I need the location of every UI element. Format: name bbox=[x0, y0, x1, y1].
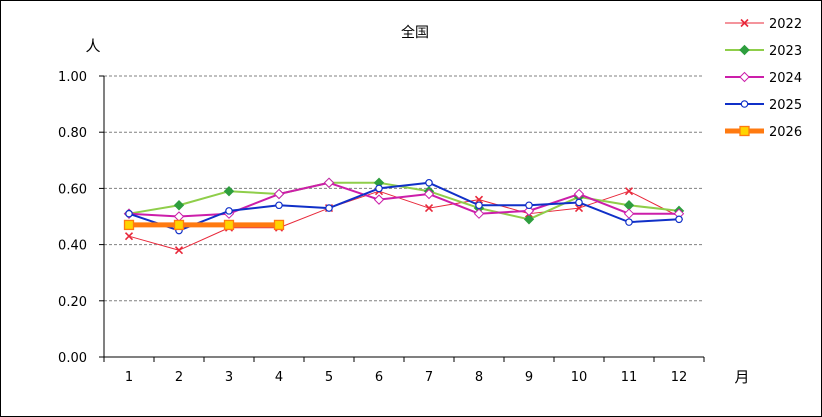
marker-stroke bbox=[740, 18, 749, 28]
data-point bbox=[740, 18, 749, 28]
data-point bbox=[739, 71, 750, 83]
x-tick-label: 11 bbox=[621, 370, 638, 385]
data-point bbox=[523, 214, 535, 225]
data-point bbox=[473, 208, 485, 219]
data-point bbox=[375, 184, 383, 193]
series-2025 bbox=[125, 178, 683, 235]
data-point bbox=[125, 209, 133, 218]
y-tick-label: 0.20 bbox=[58, 295, 87, 310]
x-tick-label: 3 bbox=[225, 370, 233, 385]
marker-stroke bbox=[424, 204, 434, 213]
y-tick-label: 0.00 bbox=[58, 351, 87, 366]
data-point bbox=[675, 215, 683, 224]
data-point bbox=[123, 219, 135, 231]
x-axis-label: 月 bbox=[734, 368, 749, 386]
data-point bbox=[624, 187, 634, 196]
marker-stroke bbox=[174, 246, 184, 255]
legend-label: 2023 bbox=[769, 44, 802, 59]
data-point bbox=[323, 177, 335, 188]
y-tick-label: 0.60 bbox=[58, 182, 87, 197]
data-point bbox=[174, 246, 184, 255]
series-line bbox=[128, 181, 680, 232]
data-point bbox=[425, 178, 433, 187]
marker-stroke bbox=[624, 187, 634, 196]
x-tick-label: 6 bbox=[375, 370, 383, 385]
data-point bbox=[275, 201, 283, 210]
data-point bbox=[223, 186, 235, 197]
data-point bbox=[423, 188, 435, 200]
x-tick-label: 8 bbox=[475, 370, 483, 385]
data-point bbox=[273, 188, 285, 200]
data-point bbox=[575, 198, 583, 207]
x-tick-label: 7 bbox=[425, 370, 433, 385]
chart-title: 全国 bbox=[401, 24, 429, 41]
data-point bbox=[740, 100, 749, 108]
data-point bbox=[225, 207, 233, 215]
x-tick-label: 1 bbox=[125, 370, 133, 385]
data-point bbox=[124, 232, 134, 241]
data-point bbox=[173, 211, 185, 222]
y-tick-label: 0.80 bbox=[58, 126, 87, 141]
data-point bbox=[325, 204, 333, 212]
legend-label: 2024 bbox=[769, 71, 802, 86]
data-point bbox=[474, 195, 484, 204]
marker-stroke bbox=[124, 232, 134, 241]
data-point bbox=[739, 44, 750, 56]
legend-item-2022: 2022 bbox=[725, 17, 802, 32]
x-tick-label: 5 bbox=[325, 370, 333, 385]
x-tick-label: 2 bbox=[175, 370, 183, 385]
data-point bbox=[739, 125, 750, 137]
marker-stroke bbox=[574, 204, 584, 213]
data-point bbox=[623, 200, 635, 211]
data-point bbox=[573, 188, 585, 200]
data-point bbox=[475, 201, 483, 210]
x-tick-label: 10 bbox=[571, 370, 588, 385]
data-point bbox=[173, 219, 185, 231]
legend-label: 2026 bbox=[769, 125, 802, 140]
y-tick-label: 0.40 bbox=[58, 239, 87, 254]
data-point bbox=[373, 194, 385, 205]
legend-item-2026: 2026 bbox=[725, 125, 802, 140]
data-point bbox=[574, 204, 584, 213]
data-point bbox=[525, 201, 533, 210]
legend-label: 2022 bbox=[769, 17, 802, 32]
data-point bbox=[625, 218, 633, 226]
data-point bbox=[424, 204, 434, 213]
marker-stroke bbox=[474, 195, 484, 204]
data-point bbox=[223, 219, 235, 231]
data-point bbox=[173, 200, 185, 211]
series-2026 bbox=[123, 219, 285, 231]
legend-item-2023: 2023 bbox=[725, 44, 802, 59]
data-point bbox=[523, 205, 535, 217]
x-tick-label: 12 bbox=[671, 370, 688, 385]
y-tick-label: 1.00 bbox=[58, 70, 87, 85]
legend-item-2024: 2024 bbox=[725, 71, 802, 86]
legend-item-2025: 2025 bbox=[725, 98, 802, 113]
data-point bbox=[273, 219, 285, 231]
x-tick-label: 4 bbox=[275, 370, 283, 385]
y-axis-label: 人 bbox=[85, 37, 100, 55]
x-tick-label: 9 bbox=[525, 370, 533, 385]
data-point bbox=[623, 208, 635, 219]
legend-label: 2025 bbox=[769, 98, 802, 113]
